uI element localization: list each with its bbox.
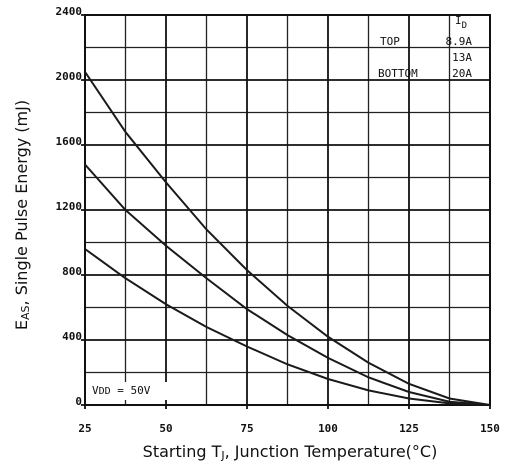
legend: ID TOP BOTTOM 8.9A 13A 20A	[378, 14, 472, 80]
y-tick-label: 2000	[56, 70, 83, 83]
y-tick-label: 1200	[56, 200, 83, 213]
y-label-main: E	[12, 320, 31, 330]
series-line	[84, 71, 491, 406]
y-label-rest: , Single Pulse Energy (mJ)	[12, 100, 31, 306]
legend-entry: 20A	[452, 67, 472, 80]
x-tick-label: 25	[78, 422, 91, 435]
x-tick-label: 125	[399, 422, 419, 435]
plot-frame	[84, 14, 491, 406]
x-tick-label: 100	[318, 422, 338, 435]
annotation-main: V	[92, 384, 99, 397]
x-label-rest: , Junction Temperature(°C)	[225, 442, 438, 461]
series-line	[84, 163, 491, 406]
y-label-sub: AS	[19, 305, 32, 320]
y-tick-label: 800	[62, 265, 82, 278]
x-label-main: Starting T	[143, 442, 222, 461]
x-tick-label: 75	[240, 422, 253, 435]
series-line	[84, 248, 491, 406]
legend-title-sub: D	[462, 21, 467, 31]
annotation-rest: = 50V	[111, 384, 151, 397]
x-axis-label: Starting TJ, Junction Temperature(°C)	[143, 442, 438, 463]
y-tick-label: 2400	[56, 5, 83, 18]
x-tick-label: 50	[159, 422, 172, 435]
y-tick-label: 400	[62, 330, 82, 343]
y-tick-label: 0	[75, 395, 82, 408]
legend-entry: 8.9A	[446, 35, 473, 48]
x-tick-label: 150	[480, 422, 500, 435]
legend-bottom: BOTTOM	[378, 67, 418, 80]
y-tick-label: 1600	[56, 135, 83, 148]
x-label-sub: J	[220, 449, 224, 462]
annotation-bg	[89, 382, 175, 400]
legend-entry: 13A	[452, 51, 472, 64]
legend-top: TOP	[380, 35, 400, 48]
annotation: VDD = 50V	[92, 384, 151, 397]
legend-title-main: I	[455, 14, 462, 27]
legend-title: ID	[455, 14, 467, 31]
annotation-sub: DD	[99, 386, 111, 397]
y-axis-label: EAS, Single Pulse Energy (mJ)	[12, 100, 33, 330]
